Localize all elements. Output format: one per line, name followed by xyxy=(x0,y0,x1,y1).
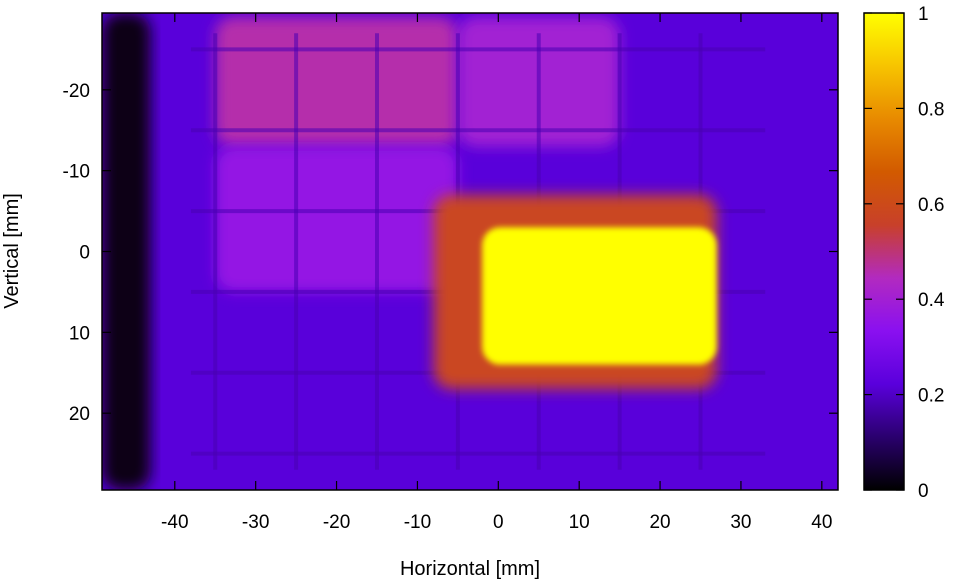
colorbar-tick-label: 0.4 xyxy=(918,290,945,311)
colorbar xyxy=(863,12,905,491)
x-tick-label: 10 xyxy=(569,512,590,533)
x-axis-ticks: -40 -30 -20 -10 0 10 20 30 40 xyxy=(161,13,832,533)
x-tick-label: 40 xyxy=(811,512,832,533)
y-tick-label: -20 xyxy=(63,81,90,102)
colorbar-tick-label: 0.8 xyxy=(918,99,944,120)
x-tick-label: 0 xyxy=(493,512,504,533)
colorbar-tick-label: 0.6 xyxy=(918,195,944,216)
heatmap-region-mid-left-field xyxy=(215,146,458,292)
x-tick-label: -10 xyxy=(404,512,431,533)
colorbar-tick-label: 1 xyxy=(918,4,929,25)
y-axis-ticks: -20 -10 0 10 20 xyxy=(63,81,838,425)
y-tick-label: 20 xyxy=(69,404,90,425)
heatmap-plot xyxy=(102,13,838,490)
sample-grid-lines xyxy=(190,33,766,470)
colorbar-ticks: 0 0.2 0.4 0.6 0.8 1 xyxy=(864,4,945,502)
x-tick-label: -40 xyxy=(161,512,188,533)
heatmap-region-left-dark-edge xyxy=(102,13,151,490)
hot-spot-layer xyxy=(433,194,717,389)
x-tick-label: 20 xyxy=(649,512,670,533)
x-tick-label: -20 xyxy=(323,512,350,533)
heatmap-region-upper-left-field xyxy=(215,17,458,147)
colorbar-tick-label: 0 xyxy=(918,481,929,502)
colorbar-tick-label: 0.2 xyxy=(918,386,944,407)
x-tick-label: -30 xyxy=(242,512,269,533)
y-tick-label: 10 xyxy=(69,323,90,344)
y-tick-label: 0 xyxy=(79,243,90,264)
heatmap-region-hot-spot xyxy=(482,227,717,365)
y-tick-label: -10 xyxy=(63,162,90,183)
x-tick-label: 30 xyxy=(730,512,751,533)
x-axis-label: Horizontal [mm] xyxy=(400,558,540,580)
y-axis-label: Vertical [mm] xyxy=(1,193,23,309)
